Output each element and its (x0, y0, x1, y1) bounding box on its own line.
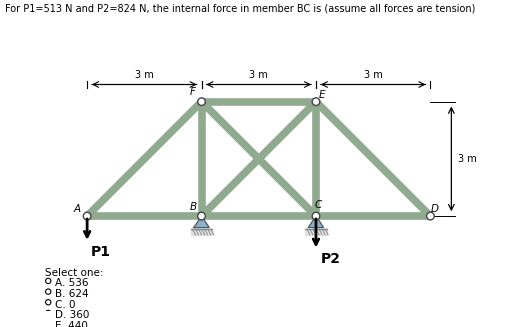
Polygon shape (191, 229, 212, 235)
Circle shape (197, 212, 205, 220)
Circle shape (45, 300, 51, 305)
Text: P1: P1 (91, 245, 111, 259)
Circle shape (45, 310, 51, 316)
Text: A: A (74, 204, 81, 214)
Polygon shape (308, 216, 324, 228)
Text: 3 m: 3 m (458, 154, 477, 164)
Text: B. 624: B. 624 (55, 289, 88, 299)
Text: For P1=513 N and P2=824 N, the internal force in member BC is (assume all forces: For P1=513 N and P2=824 N, the internal … (5, 3, 476, 13)
Text: 3 m: 3 m (249, 70, 268, 79)
Circle shape (197, 98, 205, 106)
Circle shape (312, 212, 320, 220)
Text: B: B (190, 201, 196, 212)
Circle shape (427, 212, 434, 220)
Text: 3 m: 3 m (364, 70, 383, 79)
Text: D: D (431, 204, 439, 214)
Polygon shape (194, 216, 209, 228)
Circle shape (45, 289, 51, 294)
Polygon shape (305, 229, 327, 235)
Circle shape (45, 321, 51, 326)
Text: E. 440: E. 440 (55, 321, 87, 327)
Circle shape (83, 212, 91, 220)
Text: Select one:: Select one: (45, 267, 104, 278)
Circle shape (45, 278, 51, 284)
Text: C. 0: C. 0 (55, 300, 75, 310)
Circle shape (312, 98, 320, 106)
Text: E: E (318, 90, 325, 100)
Text: F: F (190, 87, 196, 97)
Text: D. 360: D. 360 (55, 310, 89, 320)
Text: 3 m: 3 m (135, 70, 154, 79)
Text: A. 536: A. 536 (55, 278, 88, 288)
Text: C: C (314, 200, 322, 210)
Text: P2: P2 (321, 252, 341, 266)
